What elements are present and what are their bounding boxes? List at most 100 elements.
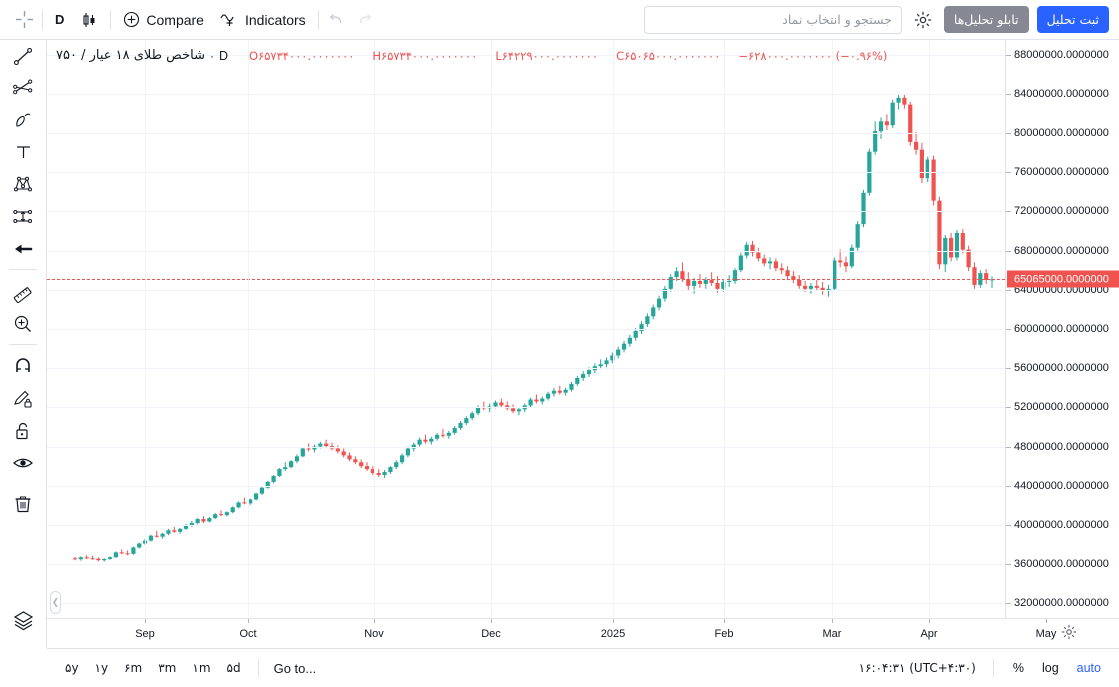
chart-type-button[interactable] [72, 5, 106, 35]
sidebar-item-object-tree[interactable] [4, 605, 42, 636]
sidebar-item-text[interactable] [4, 137, 42, 168]
chart-container[interactable]: شاخص طلای ۱۸ عیار / ۷۵۰ · D O۶۵۷۳۴۰۰۰.۰۰… [47, 40, 1119, 648]
long-position-icon [13, 209, 32, 223]
candle-body [896, 97, 901, 103]
auto-scale-button[interactable]: auto [1076, 661, 1101, 675]
horizontal-gridline [47, 564, 1005, 566]
undo-icon[interactable] [323, 6, 351, 34]
legend-interval[interactable]: D [218, 48, 229, 63]
candle-body [873, 131, 878, 152]
sidebar-item-trend-line[interactable] [4, 41, 42, 72]
candle-body [78, 557, 83, 560]
price-axis-label: 48000000.0000000 [1014, 440, 1109, 453]
candle-body [598, 364, 603, 367]
crosshair-icon[interactable] [10, 6, 38, 34]
submit-analysis-button[interactable]: ثبت تحلیل [1036, 6, 1109, 33]
sidebar-item-remove-drawings[interactable] [4, 488, 42, 519]
candle-body [341, 451, 346, 456]
candle-body [925, 159, 930, 179]
sidebar-item-drawing-mode[interactable] [4, 383, 42, 414]
time-axis-label: Nov [364, 628, 384, 640]
indicators-button[interactable]: Indicators [212, 5, 314, 35]
current-price-badge[interactable]: 65065000.0000000 [1007, 270, 1119, 288]
candle-body [826, 288, 831, 291]
scroll-left-handle[interactable]: ❮ [50, 591, 61, 614]
interval-button[interactable]: D [47, 5, 72, 35]
price-axis-label: 68000000.0000000 [1014, 244, 1109, 257]
candle-body [563, 389, 568, 393]
percent-scale-button[interactable]: % [1012, 661, 1024, 675]
candle-body [820, 287, 825, 291]
price-axis-label: 76000000.0000000 [1014, 166, 1109, 179]
candle-body [808, 285, 814, 289]
sidebar-item-brush[interactable] [4, 105, 42, 136]
sidebar-item-hide-drawings[interactable] [4, 447, 42, 478]
price-tick [1006, 564, 1011, 566]
compare-button[interactable]: Compare [115, 5, 212, 35]
candle-body [902, 97, 907, 105]
sidebar-item-long-position[interactable] [4, 201, 42, 232]
candle-body [715, 282, 720, 289]
candle-body [773, 261, 778, 269]
horizontal-gridline [47, 172, 1005, 174]
ohlc-L: L۶۴۲۲۹۰۰۰.۰۰۰۰۰۰۰ [495, 48, 599, 63]
price-axis-label: 88000000.0000000 [1014, 48, 1109, 61]
candle-body [697, 281, 703, 284]
analysis-board-button[interactable]: تابلو تحلیل‌ها [943, 6, 1029, 33]
toolbar-divider [42, 9, 43, 30]
symbol-search-box[interactable] [643, 5, 902, 34]
candle-body [405, 448, 411, 456]
time-tick [724, 619, 725, 623]
time-axis-label: Apr [920, 628, 938, 640]
horizontal-gridline [47, 329, 1005, 330]
sidebar-item-lock[interactable] [4, 415, 42, 446]
sidebar-divider-1 [9, 269, 37, 270]
time-tick [248, 619, 249, 623]
candle-body [540, 398, 545, 402]
range-button-0[interactable]: ۵y [65, 661, 79, 675]
range-button-2[interactable]: ۶m [124, 661, 143, 675]
candle-body [160, 533, 165, 537]
candle-body [429, 438, 434, 442]
sidebar-item-fib-retracement[interactable] [4, 73, 42, 104]
log-scale-button[interactable]: log [1041, 661, 1059, 675]
candle-body [242, 502, 247, 504]
sidebar-item-zoom[interactable] [4, 308, 42, 339]
range-button-3[interactable]: ۳m [158, 661, 177, 675]
horizontal-gridline [47, 93, 1005, 95]
candle-body [814, 285, 819, 288]
range-button-1[interactable]: ۱y [94, 661, 109, 675]
candle-body [84, 557, 89, 559]
candle-body [575, 377, 580, 384]
candle-body [662, 288, 668, 299]
price-pane[interactable] [47, 40, 1005, 618]
candle-body [878, 121, 884, 132]
settings-button[interactable] [910, 7, 936, 33]
range-button-4[interactable]: ۱m [192, 661, 211, 675]
price-tick [1006, 289, 1011, 291]
candle-body [586, 370, 592, 375]
go-to-button[interactable]: Go to... [273, 660, 317, 676]
sidebar-item-arrow[interactable] [4, 233, 42, 264]
candle-body [949, 237, 954, 258]
candle-body [96, 558, 101, 561]
redo-icon[interactable] [351, 6, 379, 34]
sidebar-item-patterns[interactable] [4, 169, 42, 200]
horizontal-gridline [47, 289, 1005, 291]
candle-body [195, 519, 200, 523]
time-scale[interactable]: ❮ Sep Oct Nov Dec 2025 Feb Mar Apr May [47, 591, 1119, 648]
price-scale[interactable]: 88000000.0000000 84000000.0000000 80000000… [1005, 40, 1119, 618]
sidebar-item-magnet[interactable] [4, 351, 42, 382]
sidebar-item-measure[interactable] [4, 276, 42, 307]
price-tick [1006, 172, 1011, 174]
candle-body [709, 280, 714, 283]
search-input[interactable] [653, 12, 892, 27]
candle-body [382, 472, 387, 475]
time-scale-settings-button[interactable] [1061, 624, 1077, 640]
candle-body [721, 281, 726, 289]
price-tick [1006, 93, 1011, 95]
candle-body [353, 459, 358, 463]
symbol-title[interactable]: شاخص طلای ۱۸ عیار / ۷۵۰ [56, 48, 205, 63]
range-button-5[interactable]: ۵d [226, 661, 241, 675]
vertical-gridline [832, 40, 833, 618]
